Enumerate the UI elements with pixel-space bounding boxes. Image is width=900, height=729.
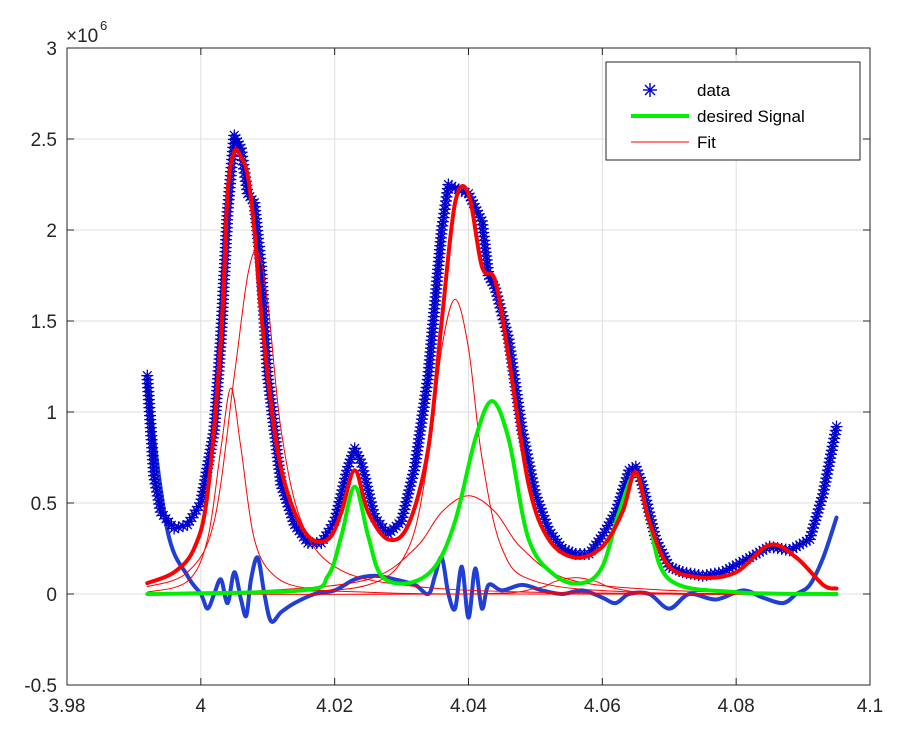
x-tick-label: 4.08 [718, 696, 755, 717]
x-tick-label: 4.02 [316, 696, 353, 717]
series-layer [141, 129, 843, 624]
legend-label-data: data [697, 81, 731, 100]
series-group [141, 129, 843, 624]
y-tick-label: 3 [46, 39, 57, 60]
y-tick-label: 0.5 [31, 494, 57, 515]
legend-label-desired-signal: desired Signal [697, 107, 805, 126]
series-component-line [146, 577, 837, 595]
x-tick-label: 4 [196, 696, 207, 717]
data-point [404, 480, 417, 493]
y-tick-label: 1.5 [31, 312, 57, 333]
legend-box [605, 61, 861, 161]
axes-box [66, 47, 871, 686]
y-exponent-power: 6 [100, 18, 107, 33]
y-tick-label: 1 [46, 403, 57, 424]
x-tick-labels: 3.98 4 4.02 4.04 4.06 4.08 4.1 [49, 696, 884, 717]
series-fit-line [145, 147, 839, 591]
legend-label-fit: Fit [697, 133, 716, 152]
legend: data desired Signal Fit [605, 61, 861, 161]
y-tick-label: -0.5 [24, 676, 57, 697]
data-point [820, 472, 833, 485]
series-component-line [146, 298, 837, 595]
data-point [830, 420, 843, 433]
x-tick-label: 4.1 [857, 696, 883, 717]
y-tick-label: 2 [46, 221, 57, 242]
x-tick-label: 4.06 [584, 696, 621, 717]
legend-marker-data [643, 83, 657, 97]
x-tick-label: 3.98 [49, 696, 86, 717]
y-tick-labels: -0.5 0 0.5 1 1.5 2 2.5 3 [24, 39, 57, 697]
series-component-line [146, 250, 837, 595]
y-exponent-base: ×10 [66, 26, 98, 47]
y-tick-label: 2.5 [31, 130, 57, 151]
series-residual-line [145, 382, 839, 624]
x-tick-label: 4.04 [450, 696, 487, 717]
y-tick-label: 0 [46, 585, 57, 606]
y-axis-exponent: ×10 6 [66, 18, 107, 47]
